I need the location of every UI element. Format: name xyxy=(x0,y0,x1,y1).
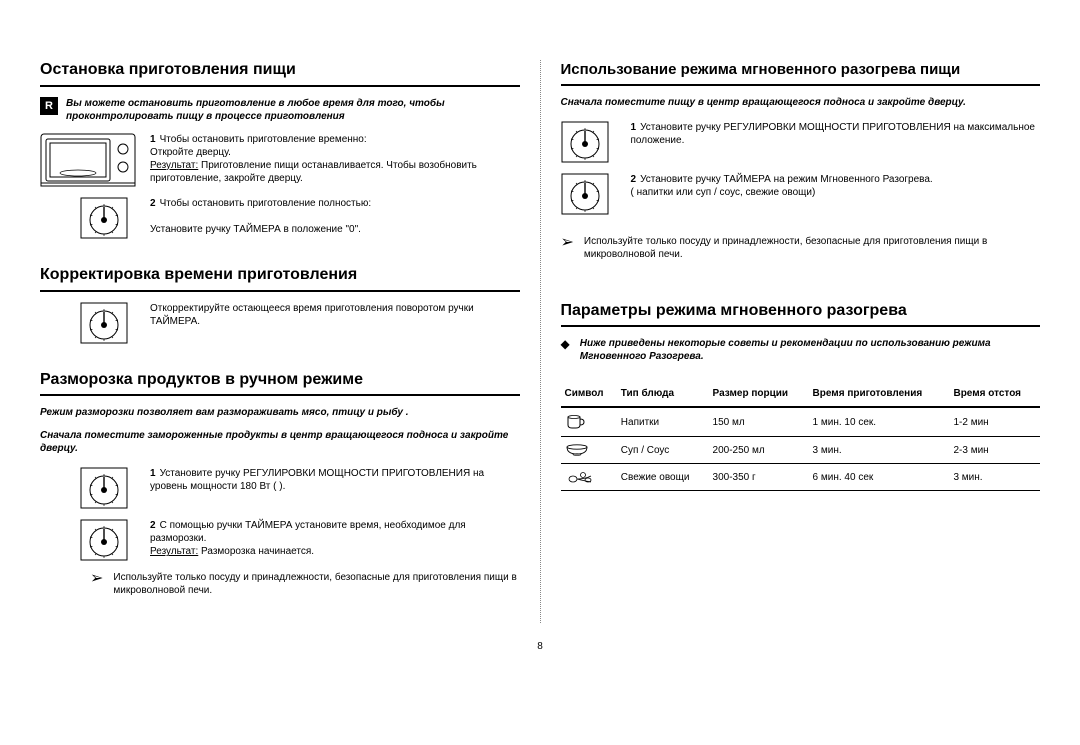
rule xyxy=(561,84,1041,86)
stand-cell: 3 мин. xyxy=(949,464,1040,491)
column-divider xyxy=(540,60,541,623)
rule xyxy=(40,85,520,87)
dial-icon xyxy=(561,121,621,163)
veg-icon xyxy=(565,470,595,484)
col-stand: Время отстоя xyxy=(949,381,1040,407)
stand-cell: 2-3 мин xyxy=(949,437,1040,464)
text: Откорректируйте остающееся время пригото… xyxy=(150,302,520,328)
note-text: Используйте только посуду и принадлежнос… xyxy=(113,571,519,597)
table-header: Символ Тип блюда Размер порции Время при… xyxy=(561,381,1041,407)
stand-cell: 1-2 мин xyxy=(949,407,1040,437)
section-reheat-params: Параметры режима мгновенного разогрева ◆… xyxy=(561,301,1041,492)
dial-icon xyxy=(80,197,140,239)
section-instant-reheat: Использование режима мгновенного разогре… xyxy=(561,60,1041,261)
step-1: 1Установите ручку РЕГУЛИРОВКИ МОЩНОСТИ П… xyxy=(40,467,520,509)
step-1: 1Чтобы остановить приготовление временно… xyxy=(40,133,520,187)
step-2: 2Чтобы остановить приготовление полность… xyxy=(40,197,520,239)
section-stop-cooking: Остановка приготовления пищи R Вы можете… xyxy=(40,60,520,239)
step-2: 2С помощью ручки ТАЙМЕРА установите врем… xyxy=(40,519,520,561)
heading: Остановка приготовления пищи xyxy=(40,60,520,81)
dial-icon xyxy=(80,302,140,344)
reheat-table: Символ Тип блюда Размер порции Время при… xyxy=(561,381,1041,491)
note: ➢ Используйте только посуду и принадлежн… xyxy=(561,235,1041,261)
intro: Сначала поместите замороженные продукты … xyxy=(40,429,520,455)
section-manual-defrost: Разморозка продуктов в ручном режиме Реж… xyxy=(40,370,520,598)
intro-row: ◆ Ниже приведены некоторые советы и реко… xyxy=(561,337,1041,373)
step-text: 1Установите ручку РЕГУЛИРОВКИ МОЩНОСТИ П… xyxy=(631,121,1041,147)
intro: Сначала поместите пищу в центр вращающег… xyxy=(561,96,1041,109)
dial-icon xyxy=(561,173,621,215)
size-cell: 150 мл xyxy=(709,407,809,437)
table-row: Напитки 150 мл 1 мин. 10 сек. 1-2 мин xyxy=(561,407,1041,437)
table-row: Суп / Соус 200-250 мл 3 мин. 2-3 мин xyxy=(561,437,1041,464)
dial-icon xyxy=(80,467,140,509)
page-number: 8 xyxy=(537,640,543,653)
dish-cell: Свежие овощи xyxy=(617,464,709,491)
rule xyxy=(561,325,1041,327)
note-text: Используйте только посуду и принадлежнос… xyxy=(584,235,1040,261)
arrow-icon: ➢ xyxy=(561,235,574,251)
heading: Корректировка времени приготовления xyxy=(40,265,520,286)
page: Остановка приготовления пищи R Вы можете… xyxy=(40,60,1040,623)
time-cell: 3 мин. xyxy=(809,437,950,464)
time-cell: 6 мин. 40 сек xyxy=(809,464,950,491)
intro: Режим разморозки позволяет вам разморажи… xyxy=(40,406,520,419)
size-cell: 300-350 г xyxy=(709,464,809,491)
section-adjust-time: Корректировка времени приготовления Отко… xyxy=(40,265,520,344)
microwave-icon xyxy=(40,133,140,187)
time-cell: 1 мин. 10 сек. xyxy=(809,407,950,437)
step-text: 1Чтобы остановить приготовление временно… xyxy=(150,133,520,185)
step-2: 2Установите ручку ТАЙМЕРА на режим Мгнов… xyxy=(561,173,1041,215)
left-column: Остановка приготовления пищи R Вы можете… xyxy=(40,60,520,623)
dial-icon xyxy=(80,519,140,561)
heading: Параметры режима мгновенного разогрева xyxy=(561,301,1041,322)
table-row: Свежие овощи 300-350 г 6 мин. 40 сек 3 м… xyxy=(561,464,1041,491)
step-1: 1Установите ручку РЕГУЛИРОВКИ МОЩНОСТИ П… xyxy=(561,121,1041,163)
size-cell: 200-250 мл xyxy=(709,437,809,464)
bullet-icon: ◆ xyxy=(561,337,570,353)
lang-marker: R xyxy=(40,97,58,115)
rule xyxy=(40,290,520,292)
step: Откорректируйте остающееся время пригото… xyxy=(40,302,520,344)
bowl-icon xyxy=(565,443,589,457)
step-text: 2Установите ручку ТАЙМЕРА на режим Мгнов… xyxy=(631,173,1041,199)
heading: Использование режима мгновенного разогре… xyxy=(561,60,1041,80)
dish-cell: Суп / Соус xyxy=(617,437,709,464)
col-symbol: Символ xyxy=(561,381,617,407)
step-text: 1Установите ручку РЕГУЛИРОВКИ МОЩНОСТИ П… xyxy=(150,467,520,493)
col-size: Размер порции xyxy=(709,381,809,407)
symbol-cell xyxy=(561,464,617,491)
rule xyxy=(40,394,520,396)
intro: Ниже приведены некоторые советы и рекоме… xyxy=(580,337,1040,363)
right-column: Использование режима мгновенного разогре… xyxy=(561,60,1041,623)
dish-cell: Напитки xyxy=(617,407,709,437)
note: ➢ Используйте только посуду и принадлежн… xyxy=(90,571,520,597)
intro: Вы можете остановить приготовление в люб… xyxy=(66,97,520,123)
symbol-cell xyxy=(561,437,617,464)
col-dish: Тип блюда xyxy=(617,381,709,407)
step-text: 2С помощью ручки ТАЙМЕРА установите врем… xyxy=(150,519,520,558)
step-text: 2Чтобы остановить приготовление полность… xyxy=(150,197,520,236)
heading: Разморозка продуктов в ручном режиме xyxy=(40,370,520,391)
symbol-cell xyxy=(561,407,617,437)
col-time: Время приготовления xyxy=(809,381,950,407)
cup-icon xyxy=(565,414,587,430)
arrow-icon: ➢ xyxy=(90,571,103,587)
